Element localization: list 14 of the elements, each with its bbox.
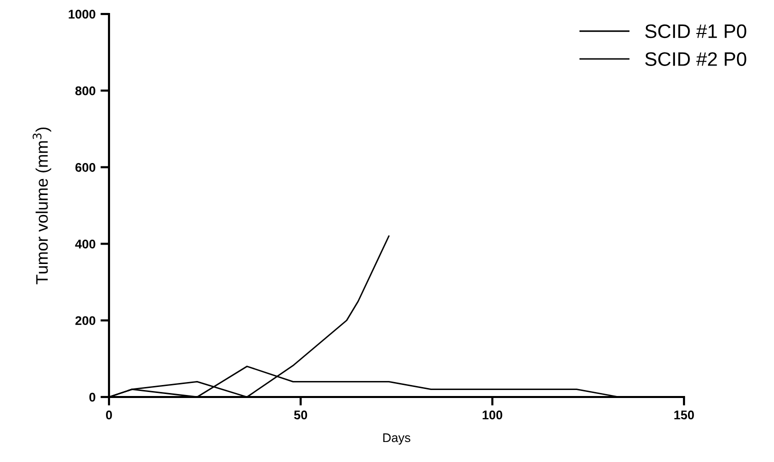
y-tick-label: 0 [89, 392, 96, 402]
y-tick-label: 1000 [68, 10, 96, 19]
legend-label: SCID #1 P0 [645, 24, 746, 38]
x-tick-label: 100 [482, 410, 502, 420]
y-tick-label: 800 [75, 86, 96, 96]
x-axis-title: Days [383, 433, 410, 445]
x-tick-label: 150 [674, 410, 694, 420]
x-tick-label: 0 [106, 410, 112, 420]
y-tick-label: 400 [75, 240, 96, 248]
x-tick-label: 50 [294, 410, 308, 420]
y-tick-label: 200 [75, 316, 96, 326]
y-tick-label: 600 [75, 163, 96, 172]
y-axis-title: Tumor volume (mm$^{3}$) [32, 128, 52, 284]
legend-label: SCID #2 P0 [645, 52, 746, 66]
